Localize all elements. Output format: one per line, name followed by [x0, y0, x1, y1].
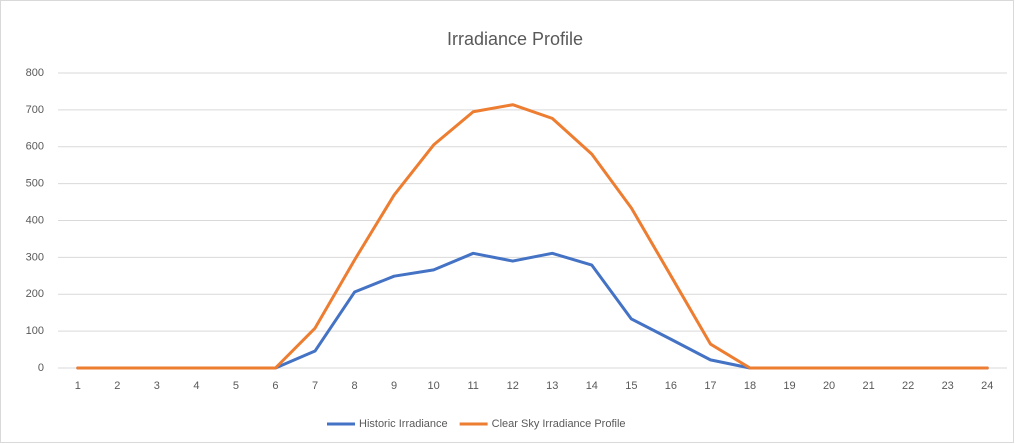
- x-tick-label: 13: [546, 380, 558, 392]
- x-tick-label: 18: [744, 380, 756, 392]
- x-tick-label: 22: [902, 380, 914, 392]
- y-tick-label: 500: [26, 178, 44, 190]
- x-tick-label: 10: [428, 380, 440, 392]
- y-tick-label: 100: [26, 325, 44, 337]
- legend-label: Clear Sky Irradiance Profile: [492, 418, 626, 430]
- x-tick-label: 6: [272, 380, 278, 392]
- y-tick-label: 700: [26, 104, 44, 116]
- y-tick-label: 400: [26, 214, 44, 226]
- x-tick-label: 1: [75, 380, 81, 392]
- x-tick-label: 5: [233, 380, 239, 392]
- x-tick-label: 8: [352, 380, 358, 392]
- x-tick-label: 20: [823, 380, 835, 392]
- x-tick-label: 21: [862, 380, 874, 392]
- y-tick-label: 200: [26, 288, 44, 300]
- legend-label: Historic Irradiance: [359, 418, 448, 430]
- x-tick-label: 3: [154, 380, 160, 392]
- x-tick-label: 19: [783, 380, 795, 392]
- x-tick-label: 2: [114, 380, 120, 392]
- x-tick-label: 14: [586, 380, 598, 392]
- x-tick-label: 4: [193, 380, 199, 392]
- x-tick-label: 17: [704, 380, 716, 392]
- x-tick-label: 23: [942, 380, 954, 392]
- y-tick-label: 800: [26, 67, 44, 79]
- chart-title: Irradiance Profile: [447, 29, 583, 49]
- x-tick-label: 9: [391, 380, 397, 392]
- x-tick-label: 15: [625, 380, 637, 392]
- series-line: [76, 103, 989, 370]
- y-tick-label: 600: [26, 141, 44, 153]
- x-tick-label: 7: [312, 380, 318, 392]
- x-tick-label: 16: [665, 380, 677, 392]
- y-tick-label: 300: [26, 251, 44, 263]
- x-tick-label: 24: [981, 380, 993, 392]
- y-tick-label: 0: [38, 362, 44, 374]
- x-tick-label: 12: [507, 380, 519, 392]
- x-tick-label: 11: [467, 380, 478, 392]
